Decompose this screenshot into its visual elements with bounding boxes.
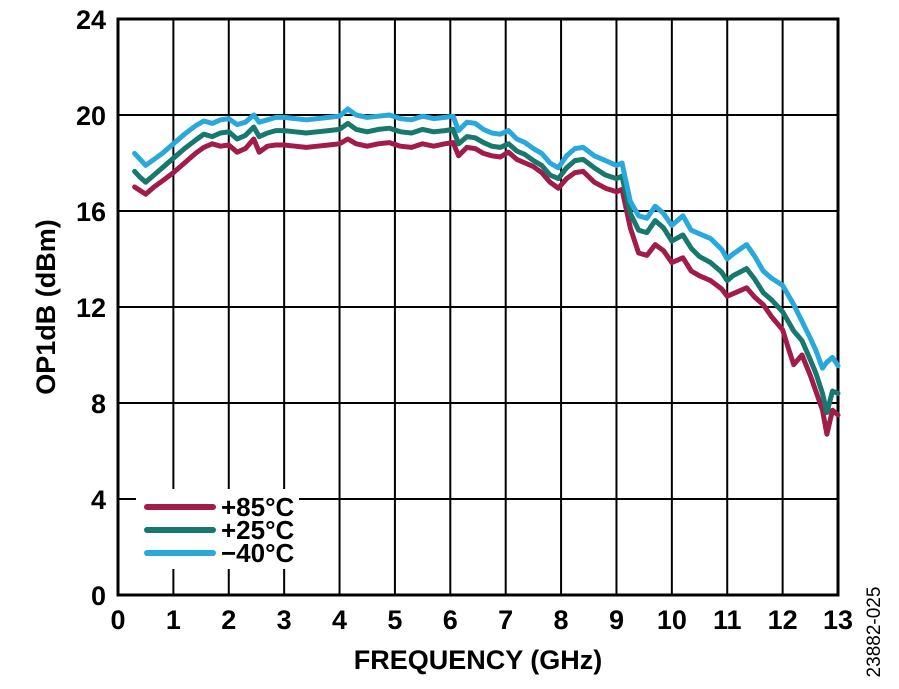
legend-label-minus40c: −40°C xyxy=(221,538,295,568)
series-line-85C xyxy=(132,136,841,437)
x-tick-label: 2 xyxy=(221,605,236,635)
x-tick-label: 0 xyxy=(110,605,125,635)
x-axis-title: FREQUENCY (GHz) xyxy=(354,645,603,675)
y-axis-title: OP1dB (dBm) xyxy=(31,219,61,395)
x-tick-label: 11 xyxy=(713,605,742,635)
x-tick-label: 1 xyxy=(166,605,181,635)
series-line-40C xyxy=(132,106,841,371)
y-tick-label: 12 xyxy=(76,293,106,323)
x-tick-label: 6 xyxy=(443,605,458,635)
y-tick-label: 24 xyxy=(76,5,106,35)
y-tick-label: 4 xyxy=(91,485,106,515)
legend: +85°C +25°C −40°C xyxy=(136,489,299,569)
x-tick-label: 9 xyxy=(609,605,624,635)
y-tick-label: 16 xyxy=(76,197,106,227)
series-layer xyxy=(132,106,841,437)
x-tick-label: 8 xyxy=(554,605,569,635)
x-tick-label: 13 xyxy=(823,605,853,635)
x-tick-label: 3 xyxy=(277,605,292,635)
y-tick-label: 20 xyxy=(76,101,106,131)
y-tick-label: 8 xyxy=(91,389,106,419)
x-tick-label: 5 xyxy=(387,605,402,635)
plot-frame xyxy=(116,17,840,597)
y-tick-label: 0 xyxy=(91,581,106,611)
x-tick-label: 12 xyxy=(768,605,798,635)
x-tick-label: 10 xyxy=(657,605,687,635)
x-tick-label: 4 xyxy=(332,605,347,635)
legend-label-plus25c: +25°C xyxy=(221,515,295,545)
figure-number-watermark: 23882-025 xyxy=(864,587,885,678)
legend-label-plus85c: +85°C xyxy=(221,492,295,522)
series-line-25C xyxy=(132,120,841,416)
x-tick-label: 7 xyxy=(498,605,513,635)
